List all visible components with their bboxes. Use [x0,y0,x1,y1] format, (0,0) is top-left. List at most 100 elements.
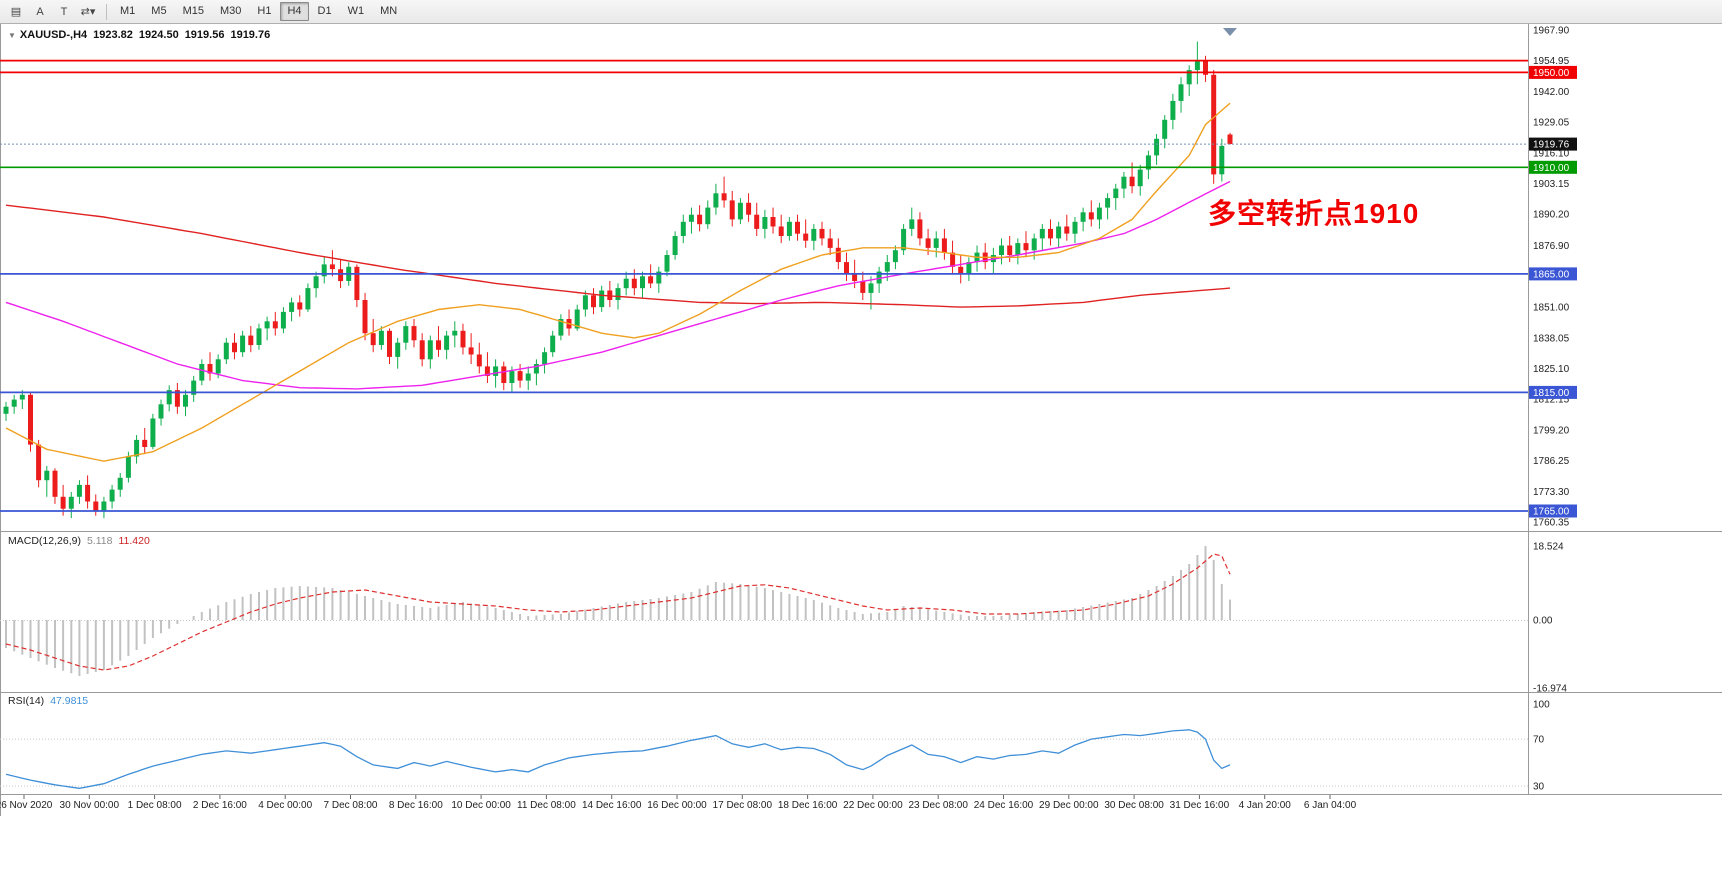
svg-text:29 Dec 00:00: 29 Dec 00:00 [1039,800,1099,811]
text-tool-icon[interactable]: T [60,5,68,18]
ohlc-info-line: ▼ XAUUSD-,H4 1923.82 1924.50 1919.56 1919.76 [8,29,276,41]
timeframe-button-w1[interactable]: W1 [347,5,365,17]
ohlc-caret-icon[interactable]: ▼ [8,31,16,40]
timeframe-button-m30[interactable]: M30 [219,5,242,17]
svg-text:4 Jan 20:00: 4 Jan 20:00 [1239,800,1292,811]
svg-text:1919.76: 1919.76 [1533,140,1570,151]
svg-text:1815.00: 1815.00 [1533,388,1570,399]
ohlc-close: 1919.76 [230,29,271,41]
charts-grid-icon[interactable]: ▤ [10,6,22,18]
svg-text:16 Dec 00:00: 16 Dec 00:00 [647,800,707,811]
svg-text:22 Dec 00:00: 22 Dec 00:00 [843,800,903,811]
svg-text:1786.25: 1786.25 [1533,456,1570,467]
axis-label-current-price [1529,137,1577,151]
scroll-shift-icon[interactable]: ⇄▾ [80,6,96,18]
macd-signal-line [5,553,1231,671]
svg-text:7 Dec 08:00: 7 Dec 08:00 [324,800,378,811]
ohlc-low: 1919.56 [184,29,225,41]
svg-text:0.00: 0.00 [1533,616,1553,627]
svg-text:17 Dec 08:00: 17 Dec 08:00 [713,800,773,811]
axis-label-1950.00 [1529,65,1577,79]
chart-text-annotation[interactable]: 多空转折点1910 [1208,198,1420,229]
ma-mid-magenta-line [5,180,1231,390]
timeframe-button-mn[interactable]: MN [380,5,398,17]
price-panel[interactable] [3,41,1233,519]
timeframe-button-h1[interactable]: H1 [257,5,272,17]
macd-panel [0,546,1528,676]
rsi-value: 47.9815 [50,695,89,707]
svg-text:1799.20: 1799.20 [1533,425,1570,436]
timeframe-button-d1[interactable]: D1 [317,5,332,17]
ma-fast-orange-line [5,102,1231,462]
svg-text:1760.35: 1760.35 [1533,518,1570,529]
svg-text:18 Dec 16:00: 18 Dec 16:00 [778,800,838,811]
svg-text:10 Dec 00:00: 10 Dec 00:00 [451,800,511,811]
macd-label: MACD(12,26,9) 5.118 11.420 [8,535,150,547]
rsi-label: RSI(14) 47.9815 [8,695,88,707]
svg-text:1954.95: 1954.95 [1533,56,1570,67]
rsi-line [5,729,1231,789]
macd-histogram [5,546,1231,676]
svg-text:8 Dec 16:00: 8 Dec 16:00 [389,800,443,811]
svg-text:1942.00: 1942.00 [1533,87,1570,98]
axis-label-1865.00 [1529,267,1577,281]
ohlc-high: 1924.50 [138,29,179,41]
price-axis: 1967.90 1954.95 1942.00 1929.05 1916.10 1903.… [1529,26,1577,793]
svg-text:30 Nov 00:00: 30 Nov 00:00 [60,800,120,811]
svg-text:31 Dec 16:00: 31 Dec 16:00 [1170,800,1230,811]
svg-text:1967.90: 1967.90 [1533,26,1570,37]
horizontal-lines[interactable] [0,59,1528,512]
svg-text:-16.974: -16.974 [1533,683,1567,694]
svg-text:1825.10: 1825.10 [1533,364,1570,375]
svg-text:24 Dec 16:00: 24 Dec 16:00 [974,800,1034,811]
svg-text:26 Nov 2020: 26 Nov 2020 [0,800,53,811]
timeframe-button-m15[interactable]: M15 [182,5,204,17]
axis-label-1815.00 [1529,385,1577,399]
svg-text:1876.90: 1876.90 [1533,241,1570,252]
macd-main-value: 5.118 [86,535,113,547]
svg-text:1929.05: 1929.05 [1533,118,1570,129]
svg-text:1765.00: 1765.00 [1533,507,1570,518]
symbol-period-label: XAUUSD-,H4 [19,29,88,41]
svg-text:11 Dec 08:00: 11 Dec 08:00 [517,800,576,811]
time-axis: 26 Nov 2020 30 Nov 00:00 1 Dec 08:00 2 Dec … [0,795,1357,811]
ma-slow-red-line [5,204,1231,308]
macd-name: MACD(12,26,9) [8,535,81,547]
toolbar-icons: ▤ A T ⇄▾ [4,1,100,22]
svg-text:1890.20: 1890.20 [1533,210,1570,221]
macd-signal-value: 11.420 [118,535,150,547]
svg-text:6 Jan 04:00: 6 Jan 04:00 [1304,800,1357,811]
svg-text:1865.00: 1865.00 [1533,269,1570,280]
chart-shift-marker-icon[interactable] [1223,28,1237,36]
timeframe-button-h4[interactable]: H4 [280,2,309,21]
panel-separators [0,24,1722,816]
svg-text:1910.00: 1910.00 [1533,163,1570,174]
toolbar: ▤ A T ⇄▾ M1 M5 M15 M30 H1 H4 D1 W1 MN [0,0,1722,24]
toolbar-separator [106,3,107,20]
candlestick-series [3,41,1233,519]
ohlc-open: 1923.82 [93,29,133,41]
rsi-name: RSI(14) [8,695,45,707]
svg-text:1903.15: 1903.15 [1533,179,1570,190]
axis-label-1765.00 [1529,504,1577,518]
svg-text:1 Dec 08:00: 1 Dec 08:00 [128,800,182,811]
cursor-icon[interactable]: A [36,5,44,18]
timeframe-button-m1[interactable]: M1 [120,5,136,17]
svg-text:1950.00: 1950.00 [1533,68,1570,79]
svg-text:100: 100 [1533,700,1550,711]
svg-text:1812.15: 1812.15 [1533,395,1570,406]
svg-text:23 Dec 08:00: 23 Dec 08:00 [908,800,968,811]
rsi-panel [0,729,1528,789]
svg-text:70: 70 [1533,735,1545,746]
svg-text:1916.10: 1916.10 [1533,148,1570,159]
svg-text:30: 30 [1533,782,1545,793]
svg-text:1773.30: 1773.30 [1533,487,1570,498]
timeframe-button-m5[interactable]: M5 [151,5,167,17]
svg-text:1838.05: 1838.05 [1533,333,1570,344]
svg-text:4 Dec 00:00: 4 Dec 00:00 [258,800,312,811]
timeframe-bar: M1 M5 M15 M30 H1 H4 D1 W1 MN [113,2,404,21]
svg-text:2 Dec 16:00: 2 Dec 16:00 [193,800,247,811]
svg-text:18.524: 18.524 [1533,541,1564,552]
